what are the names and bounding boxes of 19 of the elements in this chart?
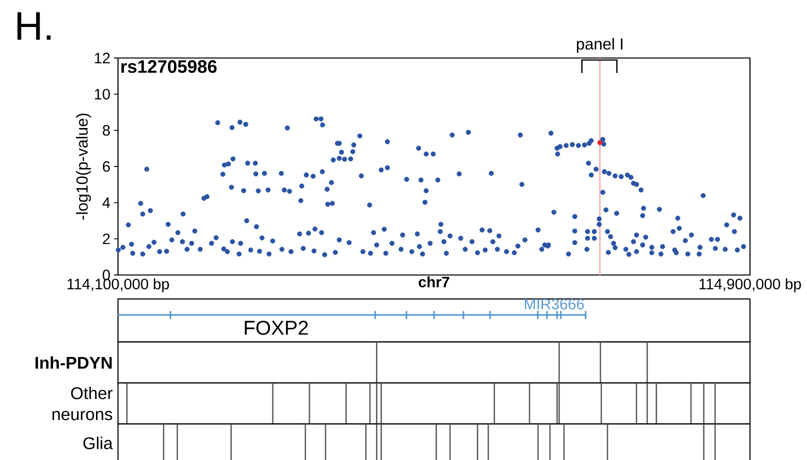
x-axis-title: chr7: [418, 276, 450, 288]
text: panel I: [576, 38, 622, 53]
text: H.: [17, 12, 51, 40]
chart-title: rs12705986: [121, 60, 217, 73]
y-tick-label: 0: [102, 270, 110, 280]
text: FOXP2: [244, 320, 308, 335]
y-tick-label: 12: [94, 52, 110, 64]
y-tick-label: 10: [94, 88, 110, 100]
y-tick-label: 6: [102, 161, 110, 172]
x-tick-label: 114,100,000 bp: [68, 278, 169, 292]
y-axis-title: -log10(p-value): [76, 114, 91, 220]
y-axis-title: Other neurons: [52, 386, 113, 420]
y-axis-title: Glia: [83, 436, 113, 450]
y-axis-title: Inh-PDYN: [36, 356, 112, 369]
x-tick-label: 114,900,000 bp: [700, 278, 801, 292]
y-tick-label: 4: [102, 197, 110, 208]
y-tick-label: 8: [102, 125, 110, 136]
y-tick-label: 2: [102, 234, 110, 244]
text: MIR3666: [524, 298, 584, 310]
